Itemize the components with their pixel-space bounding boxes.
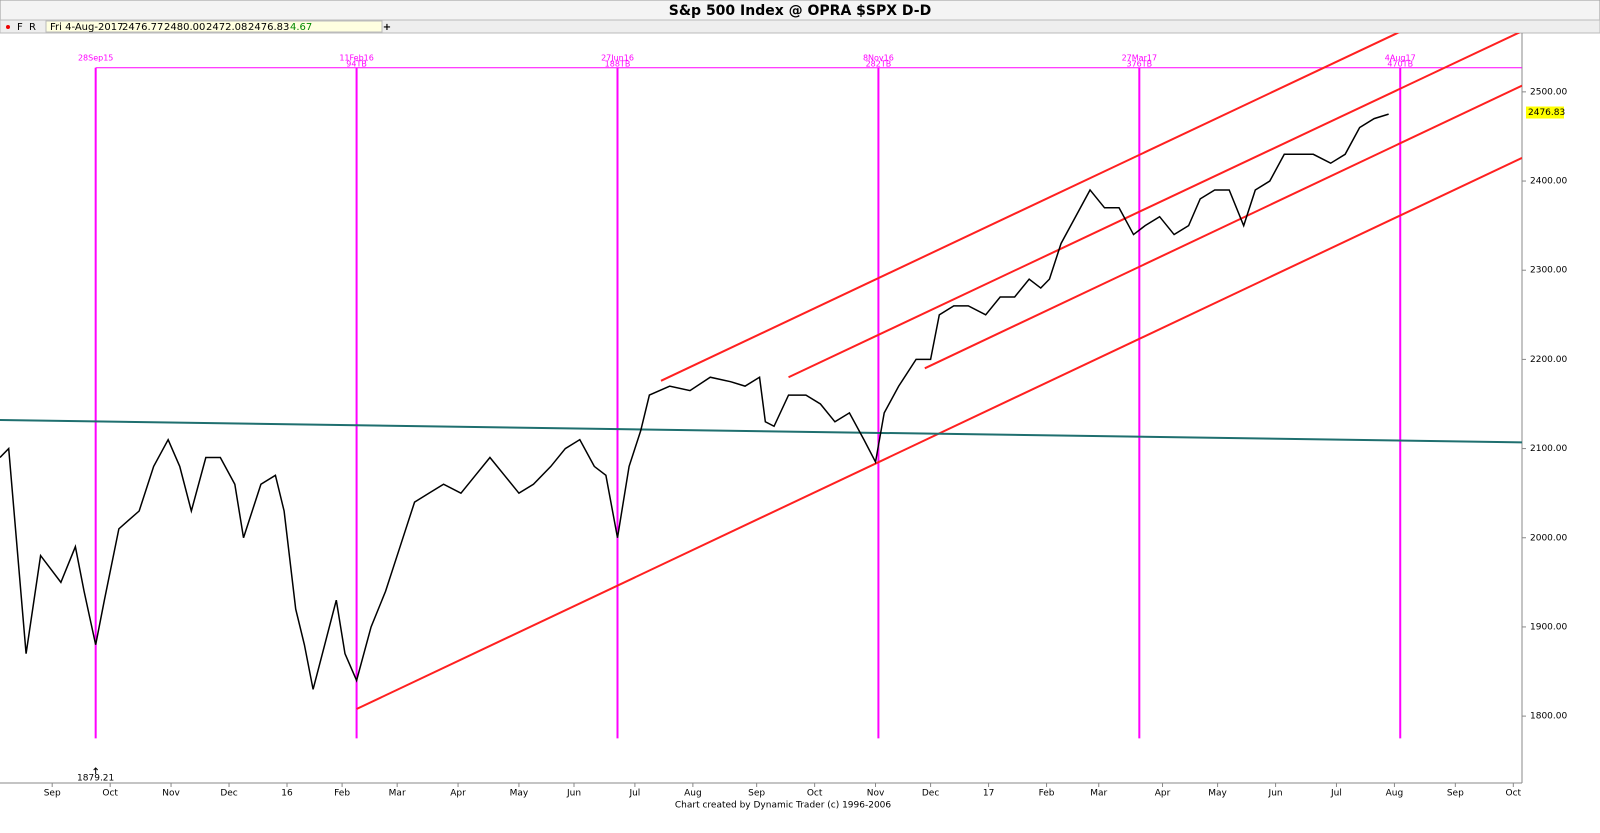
quote-change: 4.67 [290,22,312,33]
x-tick-label: Jul [1330,789,1342,799]
channel-line [660,33,1400,382]
quote-close: 2476.83 [248,22,289,33]
y-tick-label: 1800.00 [1530,712,1567,722]
last-price-label: 2476.83 [1528,108,1565,118]
channel-line [0,419,1522,444]
x-tick-label: Jun [566,789,581,799]
chart-title: S&p 500 Index @ OPRA $SPX D-D [669,3,931,19]
quote-high: 2480.00 [164,22,205,33]
cycle-count: 94TB [346,59,367,68]
x-tick-label: Sep [748,789,765,799]
cycle-date: 28Sep15 [78,53,113,62]
annotation-label: 1879.21 [77,774,114,784]
cycle-count: 188TB [605,59,631,68]
channel-line [924,84,1522,370]
x-tick-label: Oct [102,789,118,799]
x-tick-label: Feb [334,789,350,799]
x-tick-label: Oct [1506,789,1522,799]
channel-line [788,33,1521,379]
annotation-arrow [93,767,99,774]
quote-open: 2476.77 [122,22,163,33]
cycle-date: 4Aug17 [1385,53,1416,62]
price-line [0,113,1389,690]
x-tick-label: May [510,789,529,799]
y-tick-label: 2100.00 [1530,444,1567,454]
quote-low: 2472.08 [206,22,247,33]
last-price-box [1526,106,1564,119]
y-tick-label: 1900.00 [1530,622,1567,632]
x-tick-label: Apr [1155,789,1171,799]
y-tick-label: 2500.00 [1530,87,1567,97]
x-tick-label: 16 [281,789,293,799]
x-tick-label: Sep [44,789,61,799]
x-tick-label: Mar [389,789,406,799]
x-tick-label: Apr [450,789,466,799]
info-bar [0,19,1600,34]
footer: Chart created by Dynamic Trader (c) 1996… [675,801,892,811]
cycle-date: 8Nov16 [863,53,894,62]
x-tick-label: Aug [684,789,702,799]
quote-date: Fri 4-Aug-2017 [50,22,123,33]
x-tick-label: Jun [1268,789,1283,799]
cycle-date: 27Jun16 [601,53,634,62]
x-tick-label: Nov [162,789,180,799]
x-tick-label: Mar [1090,789,1107,799]
toolbar-f[interactable]: F [17,22,23,33]
x-tick-label: Aug [1386,789,1404,799]
quote-box [45,20,383,33]
y-tick-label: 2200.00 [1530,355,1567,365]
x-tick-label: Jul [628,789,640,799]
x-tick-label: Nov [867,789,885,799]
cycle-date: 27Mar17 [1122,53,1157,62]
y-tick-label: 2000.00 [1530,533,1567,543]
add-button[interactable]: + [383,22,391,33]
x-tick-label: 17 [983,789,994,799]
cycle-count: 470TB [1387,59,1413,68]
toolbar-r[interactable]: R [29,22,36,33]
status-dot [6,25,10,29]
x-tick-label: Dec [922,789,939,799]
cycle-count: 376TB [1126,59,1152,68]
plot-area [0,33,1522,739]
y-tick-label: 2300.00 [1530,266,1567,276]
x-tick-label: Dec [220,789,237,799]
cycle-date: 11Feb16 [339,53,374,62]
x-tick-label: Sep [1447,789,1464,799]
x-tick-label: May [1208,789,1227,799]
x-tick-label: Oct [807,789,823,799]
axes: 1800.00 1900.00 2000.00 2100.00 2200.00 2300.… [44,53,1568,798]
cycle-count: 282TB [866,59,892,68]
x-tick-label: Feb [1039,789,1055,799]
y-tick-label: 2400.00 [1530,177,1567,187]
